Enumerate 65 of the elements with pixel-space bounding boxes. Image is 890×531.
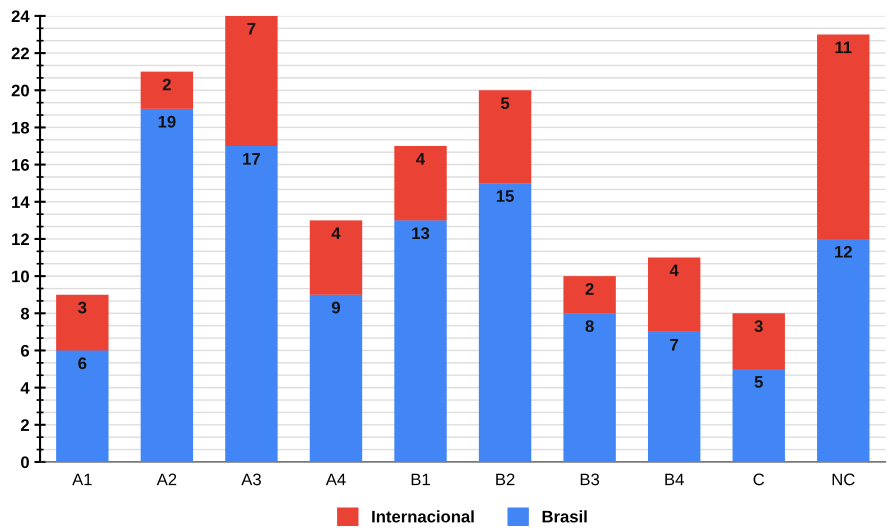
x-tick-label: B2 (496, 474, 514, 486)
y-tick-label: 0 (21, 456, 29, 468)
bar (478, 90, 532, 184)
y-tick-label: 2 (20, 419, 29, 431)
bar (732, 369, 785, 462)
data-label: 6 (78, 357, 86, 370)
bar (648, 332, 700, 462)
data-label: 4 (670, 264, 679, 276)
x-tick-label: B1 (412, 474, 430, 486)
data-label: 3 (78, 302, 86, 314)
y-tick-label: 8 (20, 308, 30, 320)
data-label: 8 (586, 320, 594, 332)
bar (140, 108, 194, 462)
bar (394, 146, 447, 220)
data-label: 11 (836, 42, 852, 54)
bar (140, 72, 194, 109)
bar (817, 34, 870, 239)
y-tick-label: 20 (12, 84, 29, 96)
bar (56, 294, 109, 350)
legend-label: Internacional (372, 510, 474, 523)
y-tick-label: 14 (12, 196, 30, 208)
legend-label: Brasil (542, 510, 587, 523)
y-tick-label: 16 (12, 159, 30, 171)
y-tick-label: 24 (12, 10, 30, 22)
x-tick-label: C (754, 474, 764, 486)
bar (310, 294, 362, 462)
data-label: 9 (332, 302, 340, 314)
x-tick-label: A4 (326, 474, 346, 486)
bar (478, 183, 532, 462)
data-label: 3 (754, 320, 763, 332)
data-label: 2 (162, 78, 171, 90)
bar (563, 313, 616, 462)
bar (56, 350, 109, 462)
bar (817, 238, 870, 462)
data-label: 5 (500, 97, 510, 110)
y-tick-label: 22 (12, 48, 29, 60)
y-tick-label: 18 (12, 122, 30, 134)
x-tick-label: NC (832, 474, 855, 486)
data-label: 7 (248, 23, 256, 35)
data-label: 17 (243, 153, 260, 165)
y-tick-label: 6 (20, 344, 30, 357)
x-tick-label: A1 (72, 474, 92, 486)
data-label: 13 (412, 227, 430, 240)
data-label: 5 (754, 376, 763, 388)
data-label: 12 (835, 246, 852, 258)
y-tick-label: 4 (20, 382, 30, 394)
data-label: 15 (496, 190, 514, 202)
bar (225, 146, 278, 462)
x-tick-label: A3 (241, 474, 261, 486)
x-tick-label: B4 (665, 474, 684, 486)
x-tick-label: B3 (580, 474, 600, 486)
bar (394, 220, 447, 462)
bar (732, 313, 785, 370)
data-label: 2 (586, 283, 594, 295)
y-tick-label: 10 (12, 270, 29, 282)
y-tick-label: 12 (12, 233, 29, 245)
data-label: 4 (416, 153, 426, 165)
data-label: 7 (670, 338, 678, 350)
data-label: 4 (332, 227, 341, 239)
bar (563, 276, 616, 314)
bar (310, 220, 362, 295)
x-tick-label: A2 (156, 474, 176, 486)
data-label: 19 (158, 116, 176, 128)
bar (648, 258, 700, 332)
bar (225, 16, 278, 146)
